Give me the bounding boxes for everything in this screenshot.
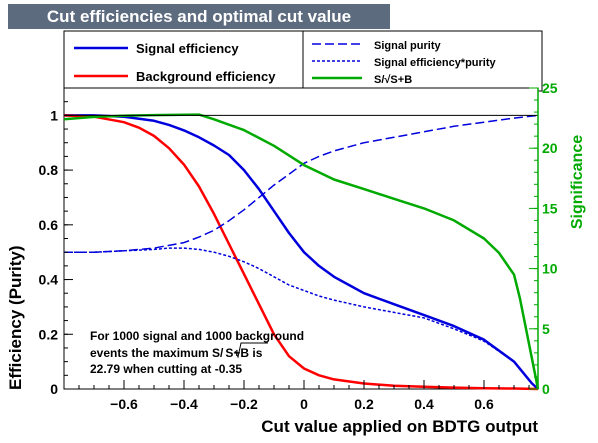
annotation-line-2-text: events the maximum S/ <box>90 346 224 360</box>
y2-tick-label: 10 <box>542 261 558 277</box>
series-line-3 <box>64 247 539 390</box>
y2-tick-label: 20 <box>542 140 558 156</box>
x-tick-label: 0 <box>300 396 308 412</box>
y2-axis-label: Significance <box>569 135 586 229</box>
series-line-0 <box>64 114 539 390</box>
y2-tick-label: 0 <box>542 381 550 397</box>
y-tick-label: 0.8 <box>39 162 59 178</box>
legend-label-1: Background efficiency <box>136 69 276 84</box>
series-line-1 <box>63 114 539 391</box>
annotation-sqrt-symbol <box>234 342 268 359</box>
x-tick-label: −0.2 <box>230 396 258 412</box>
annotation-sqrt-arg: S+B <box>225 346 249 360</box>
legend: Signal efficiency Background efficiency Si… <box>63 30 543 92</box>
plot-frame <box>63 87 539 390</box>
y2-tick-label: 15 <box>542 200 558 216</box>
annotation-line-1: For 1000 signal and 1000 background <box>90 329 304 343</box>
annotation: For 1000 signal and 1000 background even… <box>90 329 304 376</box>
x-tick-label: 0.4 <box>414 396 434 412</box>
annotation-line-3: 22.79 when cutting at -0.35 <box>90 362 242 376</box>
legend-label-0: Signal efficiency <box>136 41 239 56</box>
x-tick-label: 0.6 <box>474 396 494 412</box>
legend-label-2: Signal purity <box>374 40 442 52</box>
y-tick-label: 0 <box>50 381 58 397</box>
y2-tick-label: 25 <box>542 80 558 96</box>
y-tick-label: 1 <box>50 107 58 123</box>
y-tick-label: 0.6 <box>39 217 59 233</box>
annotation-line-2: events the maximum S/S+B is <box>90 346 263 360</box>
legend-label-3: Signal efficiency*purity <box>374 57 497 69</box>
chart-title: Cut efficiencies and optimal cut value <box>8 4 390 29</box>
x-tick-label: −0.4 <box>170 396 198 412</box>
legend-label-4: S/√S+B <box>374 74 412 86</box>
y2-tick-label: 5 <box>542 321 550 337</box>
y-tick-label: 0.4 <box>39 272 59 288</box>
x-axis-label: Cut value applied on BDTG output <box>261 417 538 436</box>
x-tick-label: −0.6 <box>110 396 138 412</box>
annotation-line-2-tail: is <box>249 346 263 360</box>
series-line-2 <box>64 114 539 253</box>
plot-area: −0.6 −0.4 −0.2 0 0.2 0.4 0.600.20.40.60.810510… <box>39 80 558 412</box>
y-tick-label: 0.2 <box>39 326 59 342</box>
x-tick-label: 0.2 <box>354 396 374 412</box>
y-axis-label: Efficiency (Purity) <box>6 245 25 390</box>
